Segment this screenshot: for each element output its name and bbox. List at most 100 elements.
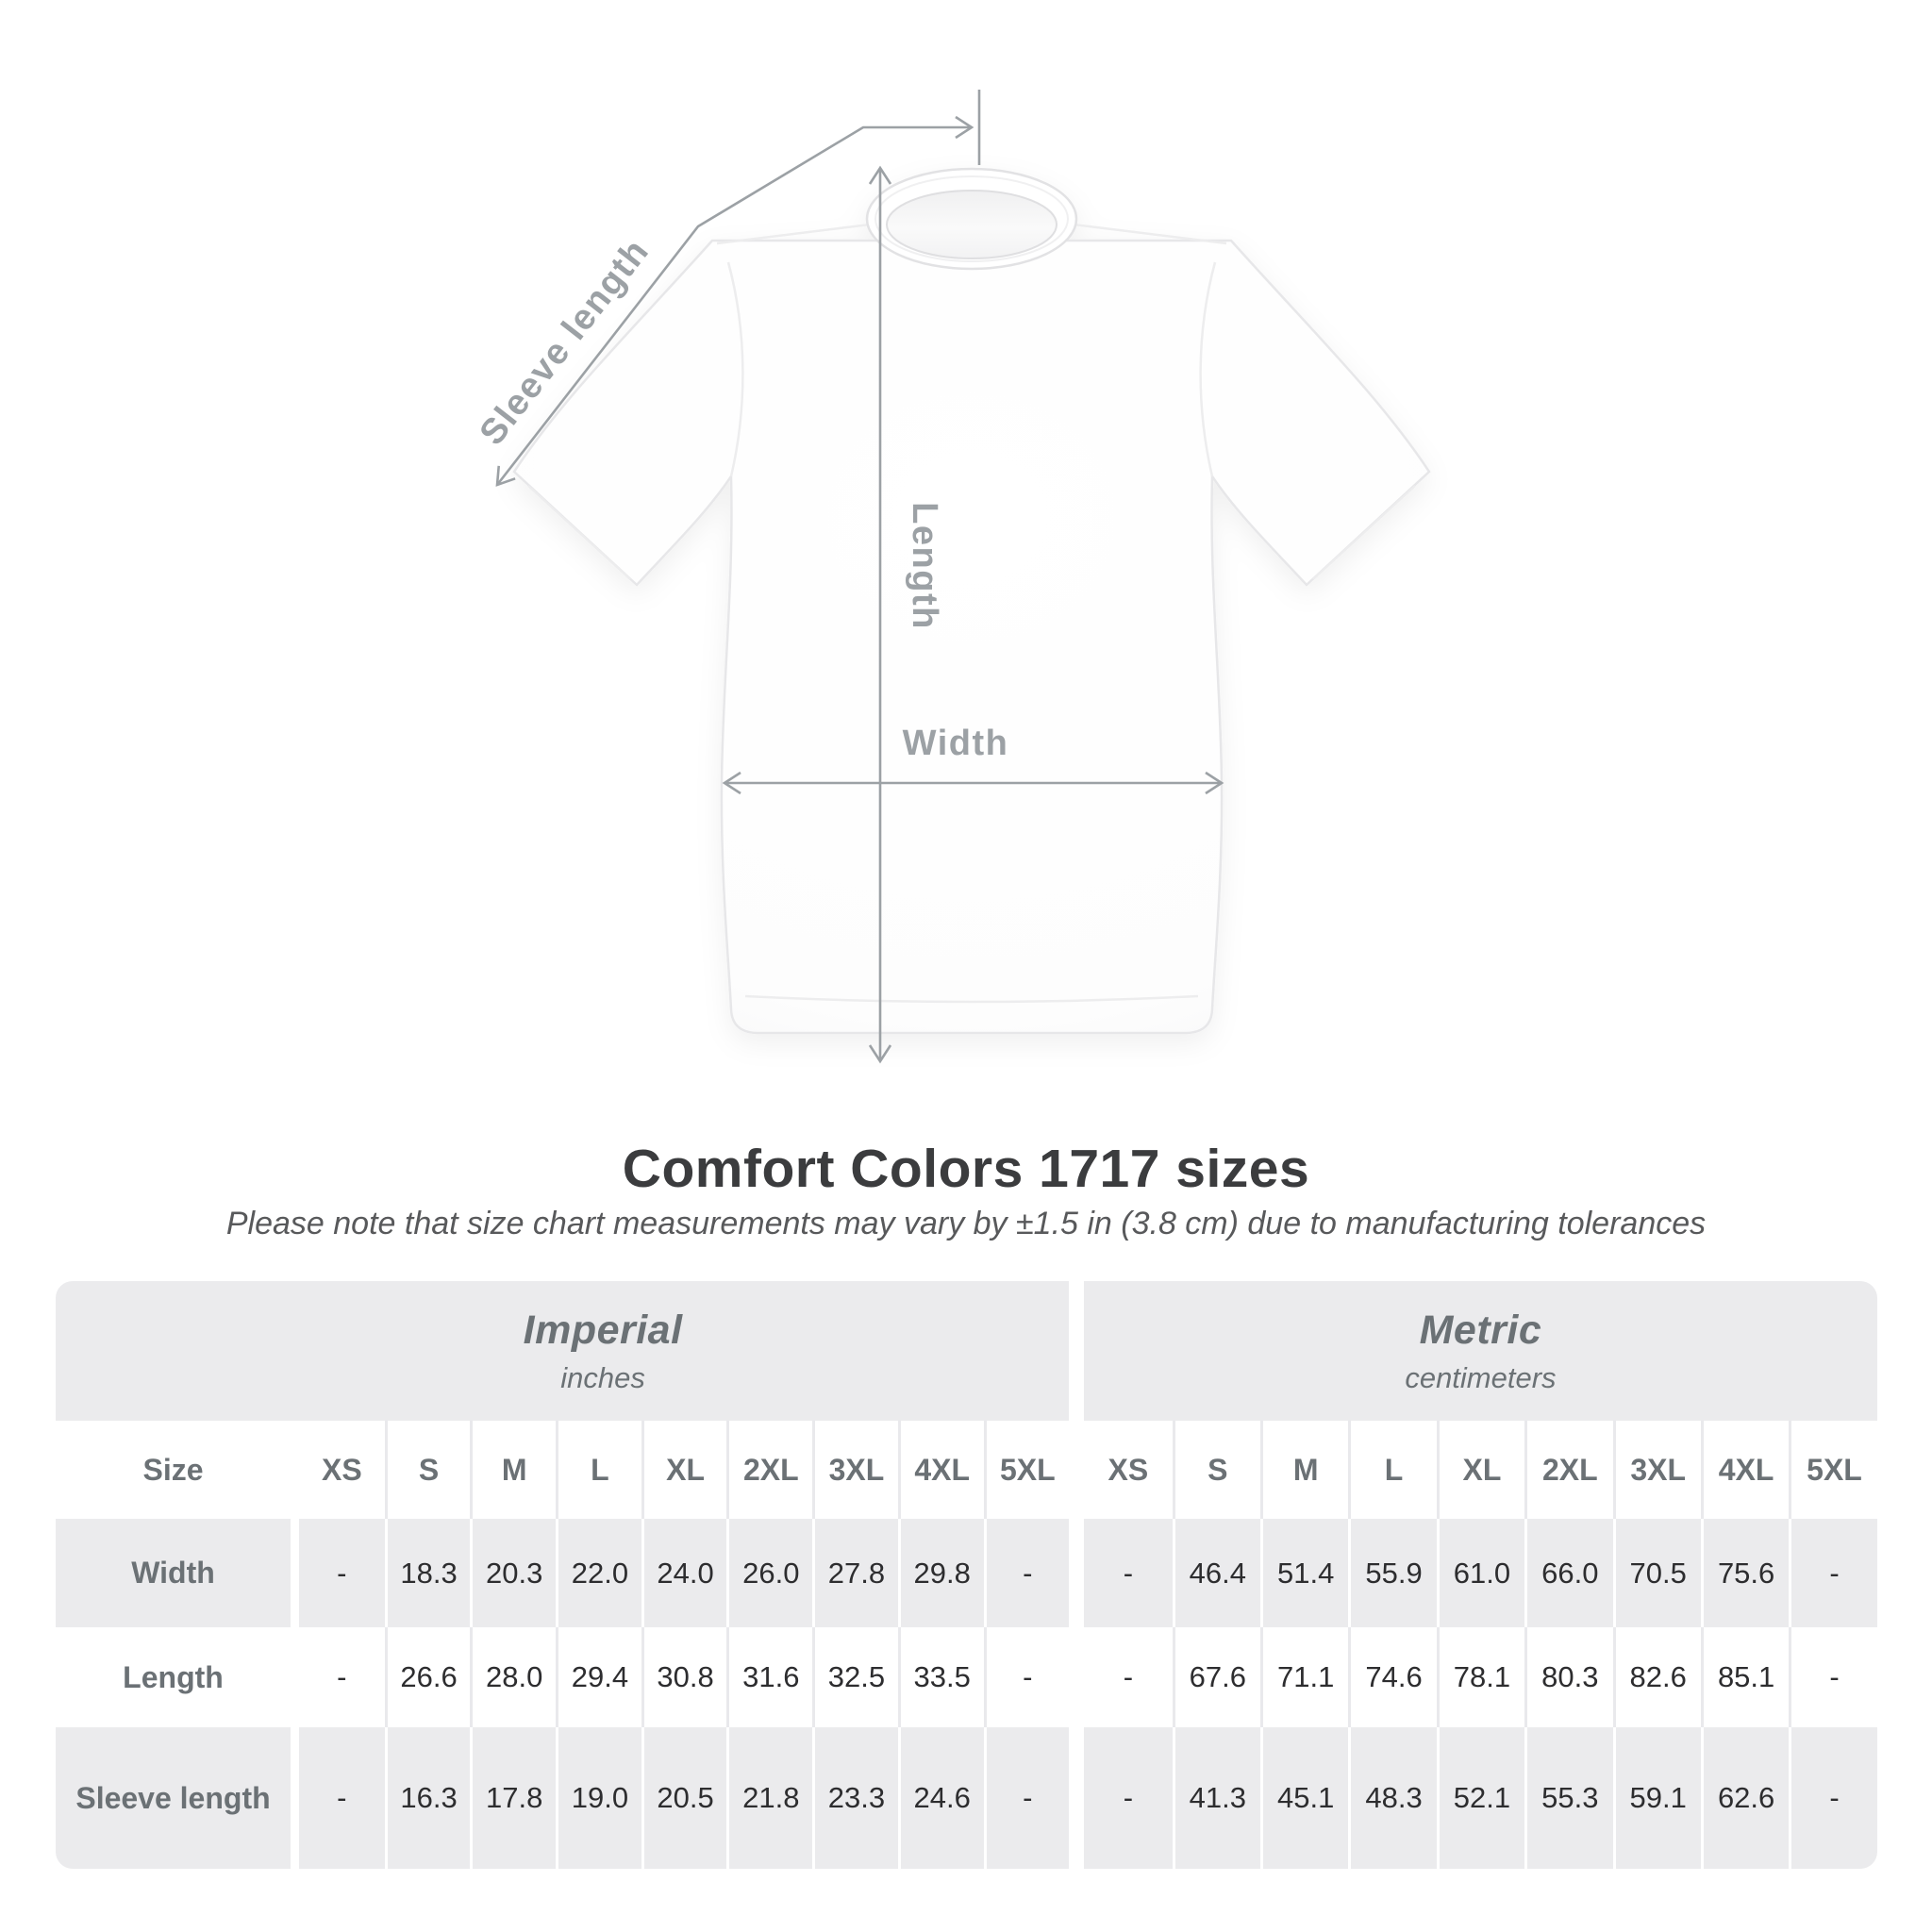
sleeve-imperial-value: 23.3 bbox=[812, 1727, 898, 1869]
size-header-imperial: 4XL bbox=[897, 1421, 984, 1519]
sleeve-imperial-value: 17.8 bbox=[470, 1727, 557, 1869]
length-imperial-value: 28.0 bbox=[470, 1627, 557, 1727]
tshirt-graphic bbox=[512, 167, 1431, 1035]
width-metric-value: - bbox=[1084, 1519, 1173, 1627]
sleeve-metric-value: - bbox=[1789, 1727, 1877, 1869]
width-imperial-value: 22.0 bbox=[556, 1519, 641, 1627]
width-label: Width bbox=[903, 724, 1009, 763]
width-imperial-value: 27.8 bbox=[812, 1519, 898, 1627]
length-imperial-value: - bbox=[983, 1627, 1070, 1727]
sleeve-imperial-value: 24.6 bbox=[897, 1727, 984, 1869]
unit-header-row: Imperial inches Metric centimeters bbox=[56, 1281, 1877, 1421]
width-imperial-value: 26.0 bbox=[726, 1519, 813, 1627]
table-row-length: Length - 26.6 28.0 29.4 30.8 31.6 32.5 3… bbox=[56, 1627, 1877, 1727]
row-label: Width bbox=[56, 1519, 291, 1627]
size-header-imperial: S bbox=[384, 1421, 471, 1519]
sleeve-metric-value: 45.1 bbox=[1259, 1727, 1349, 1869]
sleeve-length-arrow bbox=[495, 115, 974, 487]
column-gap bbox=[291, 1727, 299, 1869]
length-imperial-value: - bbox=[299, 1627, 385, 1727]
size-col-label: Size bbox=[56, 1421, 291, 1519]
width-metric-value: 66.0 bbox=[1524, 1519, 1613, 1627]
metric-header-title: Metric bbox=[1419, 1307, 1542, 1353]
length-metric-value: 82.6 bbox=[1612, 1627, 1701, 1727]
metric-header-unit: centimeters bbox=[1405, 1360, 1557, 1394]
length-metric-value: 74.6 bbox=[1348, 1627, 1437, 1727]
size-header-imperial: 2XL bbox=[726, 1421, 813, 1519]
size-header-row: Size XS S M L XL 2XL 3XL 4XL 5XL XS S M … bbox=[56, 1421, 1877, 1519]
sleeve-metric-value: 62.6 bbox=[1700, 1727, 1790, 1869]
column-gap bbox=[1069, 1727, 1084, 1869]
size-header-metric: 5XL bbox=[1789, 1421, 1877, 1519]
length-metric-value: 80.3 bbox=[1524, 1627, 1613, 1727]
tolerance-note: Please note that size chart measurements… bbox=[225, 1206, 1707, 1241]
row-label: Length bbox=[56, 1627, 291, 1727]
width-imperial-value: 29.8 bbox=[897, 1519, 984, 1627]
sleeve-imperial-value: 16.3 bbox=[384, 1727, 471, 1869]
sleeve-metric-value: 41.3 bbox=[1172, 1727, 1260, 1869]
page-title: Comfort Colors 1717 sizes bbox=[622, 1139, 1310, 1199]
length-metric-value: 71.1 bbox=[1259, 1627, 1349, 1727]
table-row-width: Width - 18.3 20.3 22.0 24.0 26.0 27.8 29… bbox=[56, 1519, 1877, 1627]
width-metric-value: 75.6 bbox=[1700, 1519, 1790, 1627]
size-header-imperial: 5XL bbox=[983, 1421, 1070, 1519]
width-metric-value: 61.0 bbox=[1436, 1519, 1525, 1627]
size-header-metric: XS bbox=[1084, 1421, 1173, 1519]
size-table: Imperial inches Metric centimeters Size … bbox=[56, 1281, 1877, 1869]
length-metric-value: 78.1 bbox=[1436, 1627, 1525, 1727]
width-metric-value: - bbox=[1789, 1519, 1877, 1627]
width-metric-value: 55.9 bbox=[1348, 1519, 1437, 1627]
imperial-header-unit: inches bbox=[560, 1360, 645, 1394]
length-imperial-value: 30.8 bbox=[641, 1627, 727, 1727]
length-imperial-value: 33.5 bbox=[897, 1627, 984, 1727]
tshirt-measurement-diagram: Sleeve length Length Width bbox=[473, 90, 1431, 1064]
length-imperial-value: 32.5 bbox=[812, 1627, 898, 1727]
width-imperial-value: 20.3 bbox=[470, 1519, 557, 1627]
length-imperial-value: 26.6 bbox=[384, 1627, 471, 1727]
column-gap bbox=[291, 1519, 299, 1627]
sleeve-metric-value: 52.1 bbox=[1436, 1727, 1525, 1869]
width-metric-value: 46.4 bbox=[1172, 1519, 1260, 1627]
size-header-imperial: M bbox=[470, 1421, 557, 1519]
width-metric-value: 70.5 bbox=[1612, 1519, 1701, 1627]
width-imperial-value: - bbox=[299, 1519, 385, 1627]
column-gap bbox=[1069, 1421, 1084, 1519]
sleeve-imperial-value: 21.8 bbox=[726, 1727, 813, 1869]
length-label: Length bbox=[905, 502, 944, 630]
length-metric-value: - bbox=[1084, 1627, 1173, 1727]
column-gap bbox=[1069, 1519, 1084, 1627]
length-imperial-value: 29.4 bbox=[556, 1627, 641, 1727]
sleeve-imperial-value: - bbox=[983, 1727, 1070, 1869]
size-header-imperial: 3XL bbox=[812, 1421, 898, 1519]
width-imperial-value: - bbox=[983, 1519, 1070, 1627]
size-header-imperial: XS bbox=[299, 1421, 385, 1519]
size-header-metric: 2XL bbox=[1524, 1421, 1613, 1519]
imperial-header: Imperial inches bbox=[56, 1281, 1070, 1421]
width-metric-value: 51.4 bbox=[1259, 1519, 1349, 1627]
table-row-sleeve-length: Sleeve length - 16.3 17.8 19.0 20.5 21.8… bbox=[56, 1727, 1877, 1869]
size-header-metric: XL bbox=[1436, 1421, 1525, 1519]
sleeve-imperial-value: - bbox=[299, 1727, 385, 1869]
column-gap bbox=[291, 1627, 299, 1727]
size-header-imperial: L bbox=[556, 1421, 641, 1519]
width-imperial-value: 18.3 bbox=[384, 1519, 471, 1627]
sleeve-imperial-value: 20.5 bbox=[641, 1727, 727, 1869]
column-gap bbox=[1069, 1627, 1084, 1727]
length-imperial-value: 31.6 bbox=[726, 1627, 813, 1727]
length-metric-value: 85.1 bbox=[1700, 1627, 1790, 1727]
length-metric-value: 67.6 bbox=[1172, 1627, 1260, 1727]
size-header-metric: M bbox=[1259, 1421, 1349, 1519]
sleeve-metric-value: 55.3 bbox=[1524, 1727, 1613, 1869]
sleeve-metric-value: - bbox=[1084, 1727, 1173, 1869]
sleeve-metric-value: 59.1 bbox=[1612, 1727, 1701, 1869]
size-header-metric: 4XL bbox=[1700, 1421, 1790, 1519]
length-metric-value: - bbox=[1789, 1627, 1877, 1727]
size-header-metric: 3XL bbox=[1612, 1421, 1701, 1519]
sleeve-metric-value: 48.3 bbox=[1348, 1727, 1437, 1869]
row-label: Sleeve length bbox=[56, 1727, 291, 1869]
sleeve-imperial-value: 19.0 bbox=[556, 1727, 641, 1869]
size-header-imperial: XL bbox=[641, 1421, 727, 1519]
size-header-metric: S bbox=[1172, 1421, 1260, 1519]
width-imperial-value: 24.0 bbox=[641, 1519, 727, 1627]
